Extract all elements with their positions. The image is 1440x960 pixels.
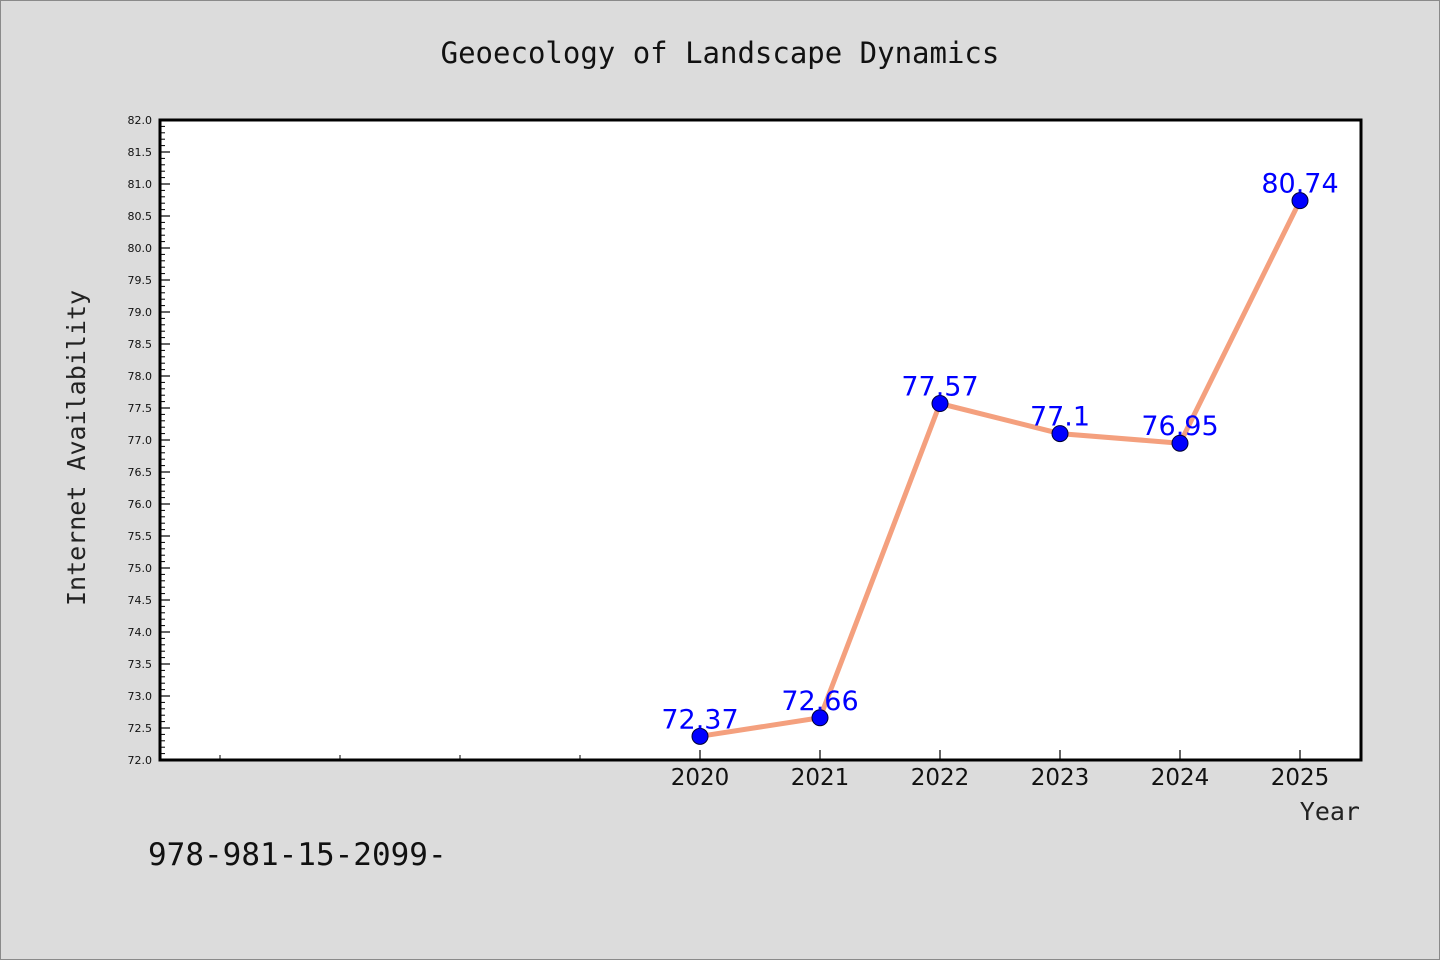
y-tick-label: 77.0 (128, 434, 153, 447)
y-axis-ticks: 72.0 72.5 73.0 73.5 74.0 74.5 75.0 75.5 76.0 76.5… (128, 114, 170, 767)
y-tick-label: 73.0 (128, 690, 153, 703)
series-layer: 72.37 72.66 77.57 77.1 76.95 80.74 (661, 169, 1339, 745)
x-tick-label: 2022 (911, 765, 970, 791)
data-label: 80.74 (1261, 169, 1338, 200)
y-tick-label: 74.0 (128, 626, 153, 639)
x-axis-label: Year (1300, 797, 1360, 826)
y-tick-label: 72.0 (128, 754, 153, 767)
x-tick-label: 2024 (1151, 765, 1210, 791)
data-point-marker (1051, 425, 1069, 443)
data-point-marker (931, 395, 949, 413)
data-label: 72.66 (781, 686, 858, 717)
series-line (699, 199, 1303, 739)
data-label: 72.37 (661, 704, 738, 735)
y-axis-label: Internet Availability (62, 290, 91, 606)
y-tick-label: 72.5 (128, 722, 153, 735)
x-tick-label: 2021 (791, 765, 850, 791)
y-tick-label: 80.0 (128, 242, 153, 255)
chart-title: Geoecology of Landscape Dynamics (441, 36, 1000, 70)
y-tick-label: 78.5 (128, 338, 153, 351)
y-tick-label: 81.5 (128, 146, 153, 159)
y-tick-label: 81.0 (128, 178, 153, 191)
y-tick-label: 75.5 (128, 530, 153, 543)
y-tick-label: 82.0 (128, 114, 153, 127)
y-tick-label: 76.5 (128, 466, 153, 479)
y-tick-label: 79.0 (128, 306, 153, 319)
y-tick-label: 77.5 (128, 402, 153, 415)
y-tick-label: 79.5 (128, 274, 153, 287)
y-tick-label: 78.0 (128, 370, 153, 383)
data-point-marker (1291, 192, 1309, 210)
data-label: 76.95 (1141, 411, 1218, 442)
y-tick-label: 76.0 (128, 498, 153, 511)
x-tick-label: 2020 (671, 765, 730, 791)
data-point-marker (691, 727, 709, 745)
y-tick-label: 75.0 (128, 562, 153, 575)
x-axis-ticks: 2020 2021 2022 2023 2024 2025 (219, 750, 1330, 791)
data-point-marker (811, 709, 829, 727)
x-tick-label: 2023 (1031, 765, 1090, 791)
y-tick-label: 74.5 (128, 594, 153, 607)
data-label: 77.1 (1030, 402, 1090, 433)
y-tick-label: 80.5 (128, 210, 153, 223)
footer-isbn-text: 978-981-15-2099- (148, 837, 447, 873)
data-point-marker (1171, 434, 1189, 452)
x-tick-label: 2025 (1271, 765, 1330, 791)
data-label: 77.57 (901, 372, 978, 403)
y-tick-label: 73.5 (128, 658, 153, 671)
